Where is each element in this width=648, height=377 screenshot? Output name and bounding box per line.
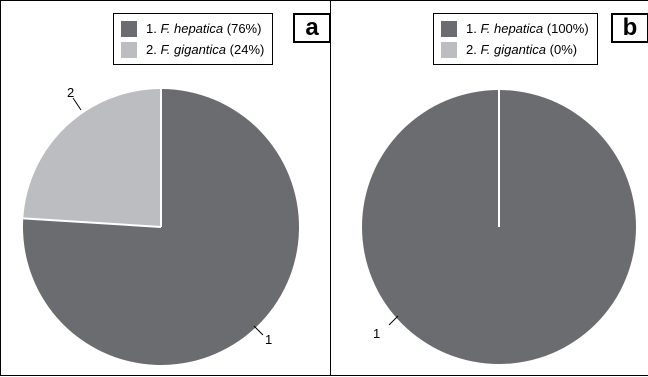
- legend-item-b-1: 1. F. hepatica (100%): [441, 18, 589, 39]
- legend-item-a-1: 1. F. hepatica (76%): [121, 18, 264, 39]
- legend-swatch-a-1: [121, 20, 137, 37]
- legend-text-b-1: 1. F. hepatica (100%): [466, 21, 589, 36]
- pie-a-slice-separator: [23, 217, 162, 228]
- panel-label-b: b: [611, 13, 648, 43]
- legend-a: 1. F. hepatica (76%) 2. F. gigantica (24…: [113, 13, 274, 65]
- legend-item-a-2: 2. F. gigantica (24%): [121, 39, 264, 60]
- pie-b-slice-label-1: 1: [373, 326, 380, 341]
- pie-a-leader-line-1: [253, 325, 264, 336]
- pie-a-slice-label-2: 2: [67, 85, 74, 100]
- pie-chart-a: 12: [22, 85, 300, 365]
- pie-a-slice-label-1: 1: [265, 332, 272, 347]
- pie-chart-b: 1: [362, 90, 636, 364]
- legend-item-b-2: 2. F. gigantica (0%): [441, 39, 589, 60]
- legend-swatch-a-2: [121, 41, 137, 58]
- pie-a-leader-line-2: [72, 97, 82, 111]
- legend-text-b-2: 2. F. gigantica (0%): [466, 42, 578, 57]
- pie-b-leader-line-1: [388, 315, 399, 326]
- legend-b: 1. F. hepatica (100%) 2. F. gigantica (0…: [433, 13, 598, 65]
- legend-swatch-b-2: [441, 41, 457, 58]
- legend-swatch-b-1: [441, 20, 457, 37]
- legend-text-a-1: 1. F. hepatica (76%): [146, 21, 262, 36]
- pie-a-slice-2: [23, 89, 162, 227]
- chart-panel-b: 1 1. F. hepatica (100%) 2. F. gigantica …: [330, 0, 648, 376]
- legend-text-a-2: 2. F. gigantica (24%): [146, 42, 265, 57]
- panel-label-a: a: [293, 13, 331, 43]
